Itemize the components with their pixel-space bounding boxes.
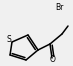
- Text: Br: Br: [55, 3, 63, 12]
- Text: S: S: [7, 36, 11, 44]
- Text: O: O: [50, 56, 56, 64]
